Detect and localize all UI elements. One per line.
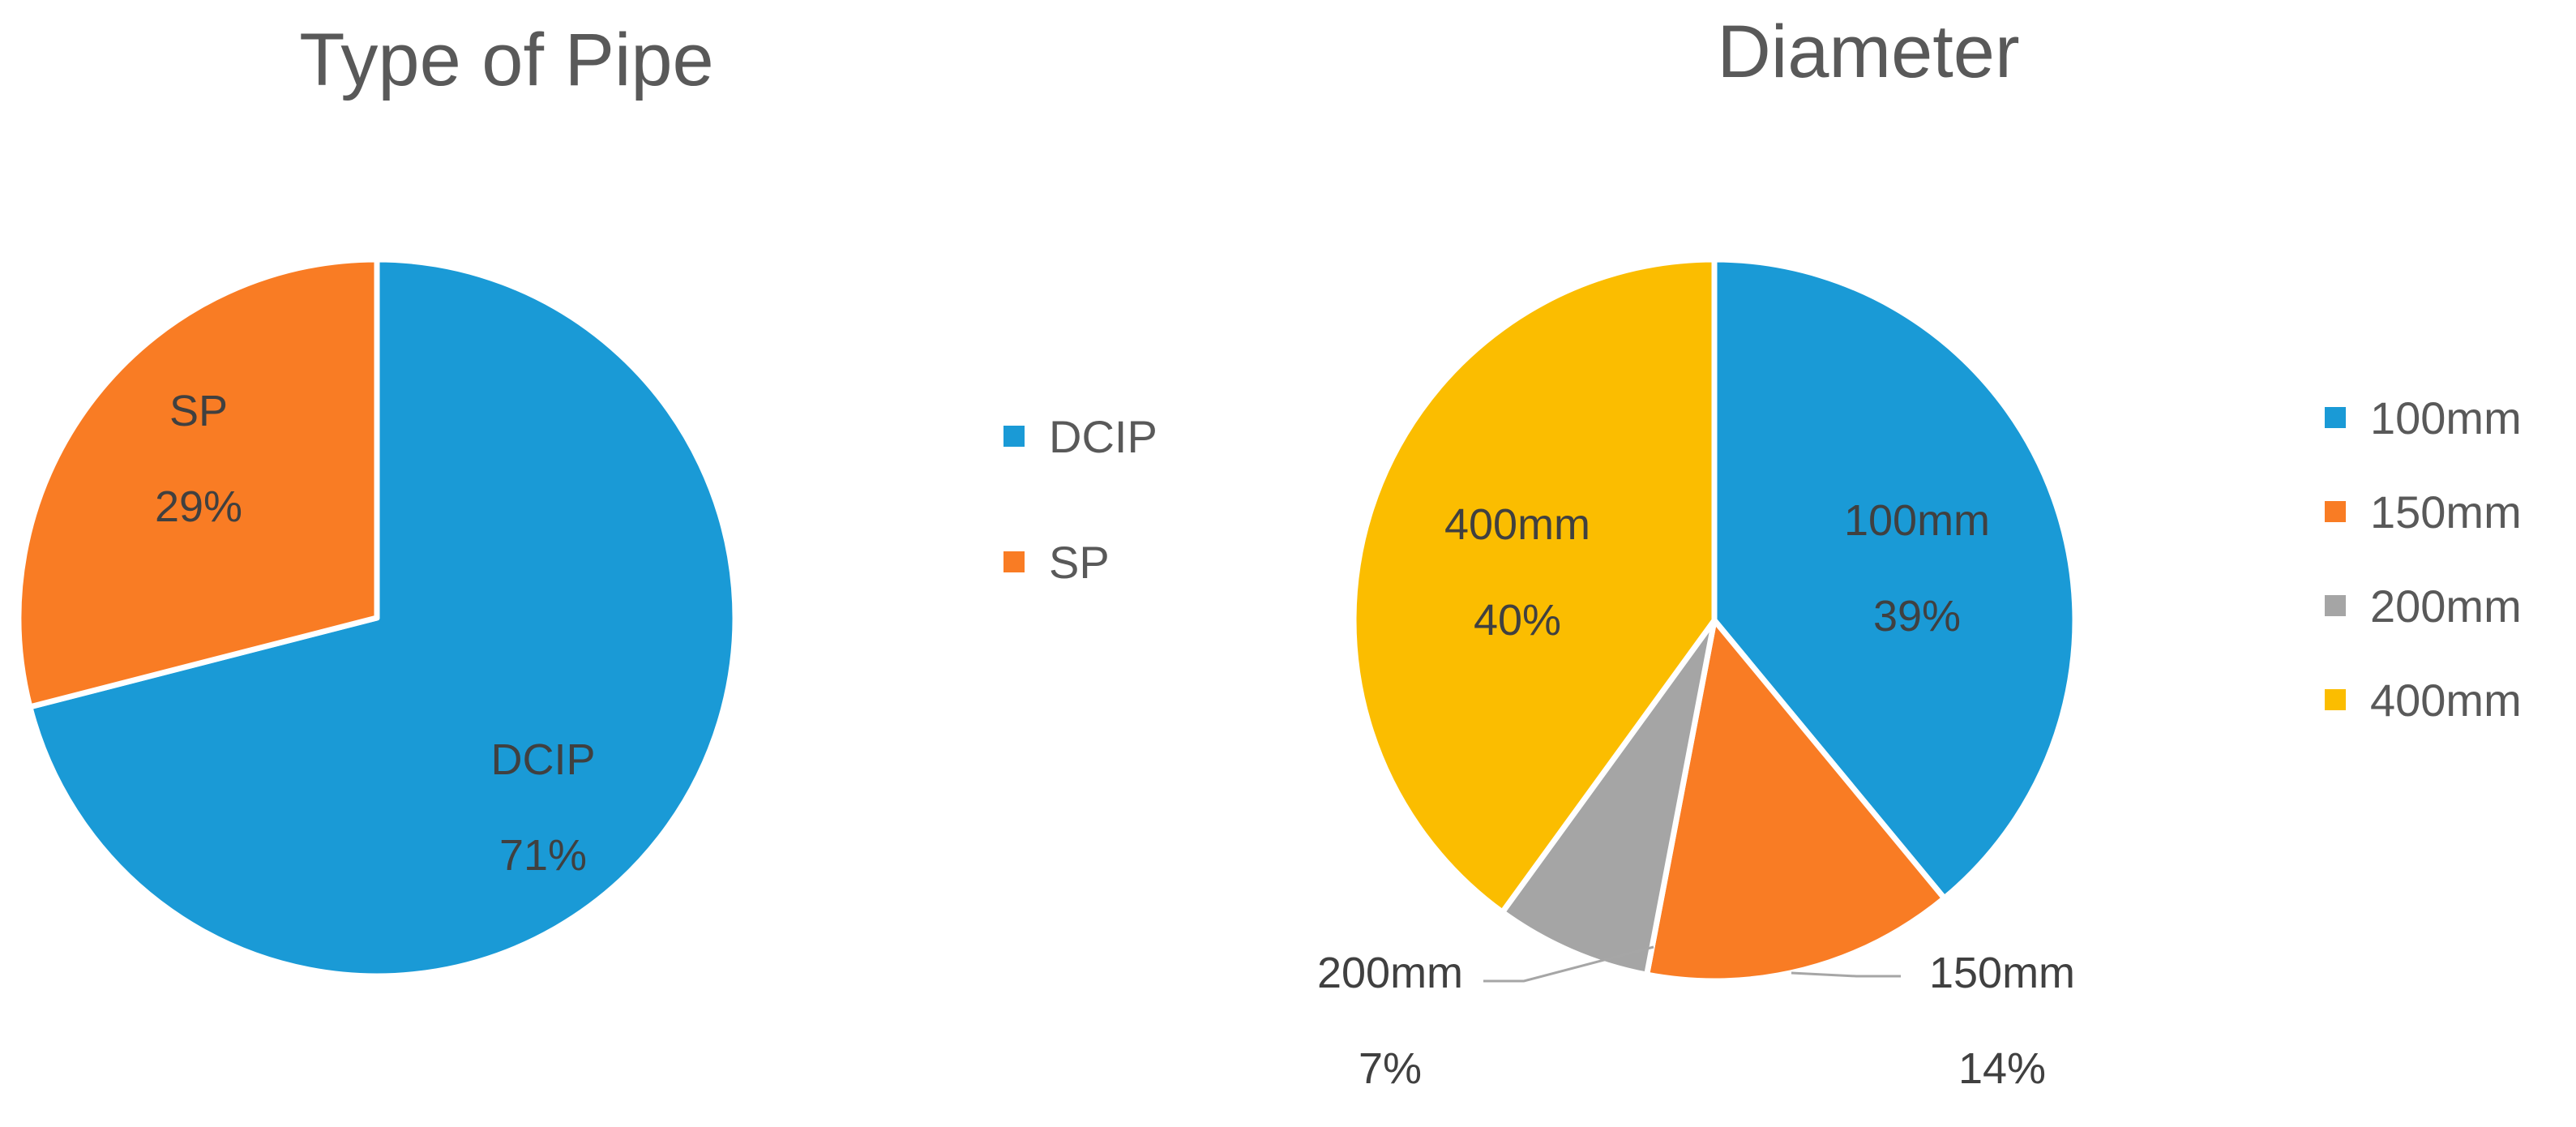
legend-diameter: 100mm 150mm 200mm 400mm (2325, 392, 2522, 726)
slice-value-100mm: 39% (1873, 592, 1961, 641)
legend-label-200mm: 200mm (2370, 581, 2522, 632)
slice-label-100mm: 100mm (1844, 496, 1990, 545)
slice-label-200mm: 200mm (1317, 949, 1463, 997)
legend-swatch-dcip (1003, 426, 1025, 447)
leader-line-200mm (1483, 945, 1654, 983)
legend-label-sp: SP (1049, 537, 1110, 588)
leader-lines-diameter (1483, 945, 1901, 983)
slice-value-400mm: 40% (1474, 596, 1561, 645)
chart-diameter: Diameter 100mm 39% 150mm 14% 200mm 7% 400mm 40%… (1317, 11, 2522, 1093)
chart-title-diameter: Diameter (1717, 11, 2019, 93)
pie-slice-150mm (1644, 617, 1948, 984)
legend-swatch-150mm (2325, 501, 2346, 522)
slice-label-400mm: 400mm (1444, 500, 1590, 549)
pie-slice-sp (15, 256, 380, 710)
legend-label-150mm: 150mm (2370, 486, 2522, 538)
slice-value-200mm: 7% (1359, 1044, 1422, 1093)
pie-slices-type-of-pipe (15, 256, 738, 979)
legend-swatch-400mm (2325, 689, 2346, 710)
legend-label-400mm: 400mm (2370, 675, 2522, 726)
legend-swatch-200mm (2325, 595, 2346, 616)
pie-slice-dcip (27, 256, 738, 979)
pie-slice-400mm (1350, 256, 1718, 915)
chart-title-type-of-pipe: Type of Pipe (299, 19, 713, 101)
slice-labels-diameter: 100mm 39% 150mm 14% 200mm 7% 400mm 40% (1317, 496, 2075, 1093)
legend-label-dcip: DCIP (1049, 411, 1157, 462)
leader-line-150mm (1791, 971, 1901, 978)
legend-label-100mm: 100mm (2370, 392, 2522, 444)
pie-slices-diameter (1350, 256, 2078, 984)
slice-labels-type-of-pipe: DCIP 71% SP 29% (155, 387, 596, 880)
slice-label-150mm: 150mm (1929, 949, 2075, 997)
chart-type-of-pipe: Type of Pipe DCIP 71% SP 29% DCIP SP (15, 19, 1157, 979)
slice-value-sp: 29% (155, 482, 242, 531)
legend-type-of-pipe: DCIP SP (1003, 411, 1157, 588)
slice-label-sp: SP (169, 387, 228, 435)
legend-swatch-100mm (2325, 407, 2346, 428)
slice-label-dcip: DCIP (490, 735, 595, 784)
slice-value-dcip: 71% (499, 831, 587, 880)
pie-slice-200mm (1499, 617, 1718, 978)
slice-value-150mm: 14% (1958, 1044, 2046, 1093)
pie-slice-100mm (1711, 256, 2078, 902)
legend-swatch-sp (1003, 551, 1025, 572)
